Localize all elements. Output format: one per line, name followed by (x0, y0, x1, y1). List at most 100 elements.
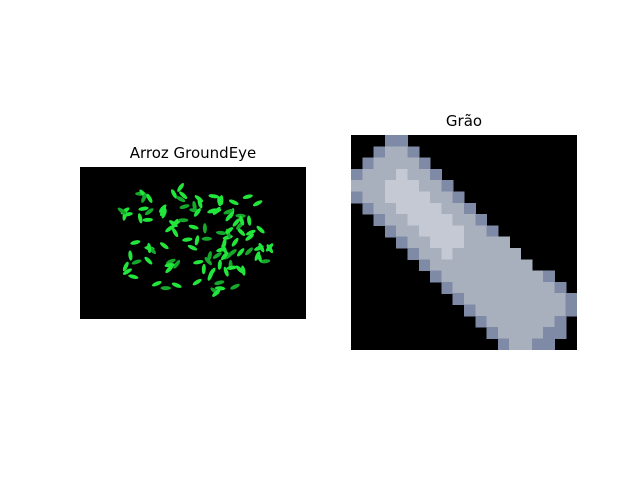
grain-pixel (407, 191, 420, 204)
rice-grain (159, 242, 169, 250)
grain-pixel (554, 304, 567, 317)
grain-pixel (543, 315, 555, 328)
rice-grain (179, 204, 190, 209)
grain-pixel (373, 214, 386, 226)
grain-pixel (351, 180, 363, 193)
grain-pixel (497, 236, 510, 249)
grain-pixel (509, 248, 522, 260)
grain-pixel (464, 248, 476, 260)
grain-pixel (396, 225, 409, 238)
rice-grain (122, 268, 132, 275)
rice-grain (147, 242, 152, 254)
grain-pixel (554, 327, 567, 339)
grain-pixel (452, 236, 465, 249)
grain-pixel (543, 281, 555, 294)
grain-pixel (543, 338, 555, 350)
grain-pixel (497, 293, 510, 306)
rice-grain (223, 209, 234, 215)
grain-pixel (486, 270, 499, 283)
grain-pixel (418, 191, 431, 204)
grain-pixel (351, 191, 363, 204)
grain-pixel (554, 315, 567, 328)
rice-grain (128, 274, 139, 280)
grain-pixel (430, 248, 442, 260)
grain-pixel (497, 304, 510, 317)
rice-grain (165, 225, 174, 233)
rice-grain (221, 244, 228, 254)
grain-pixel (441, 191, 454, 204)
grain-pixel (543, 270, 555, 283)
grain-pixel (373, 146, 386, 159)
rice-grain (187, 244, 198, 251)
grain-pixel (464, 304, 476, 317)
rice-grain (165, 258, 176, 265)
grain-pixel (475, 236, 488, 249)
grain-pixel (396, 146, 409, 159)
grain-pixel (418, 225, 431, 238)
grain-pixel (486, 304, 499, 317)
rice-grain (224, 227, 234, 235)
grain-pixel (543, 304, 555, 317)
single-grain-image (351, 135, 577, 350)
grain-pixel (396, 236, 409, 249)
grain-pixel (430, 236, 442, 249)
grain-pixel (396, 157, 409, 170)
grain-pixel (384, 180, 397, 193)
rice-grain (207, 271, 214, 281)
rice-grain (239, 215, 245, 226)
grain-pixel (418, 259, 431, 272)
grain-pixel (464, 270, 476, 283)
rice-grain (131, 259, 142, 265)
grain-pixel (418, 202, 431, 215)
grain-pixel (509, 259, 522, 272)
rice-grain (228, 249, 237, 257)
grain-pixel (509, 338, 522, 350)
right-panel-title: Grão (445, 112, 483, 130)
grain-pixel (418, 180, 431, 193)
grain-pixel (407, 168, 420, 181)
grain-pixel (464, 259, 476, 272)
rice-grain (122, 261, 129, 272)
grain-pixel (407, 214, 420, 226)
grain-pixel (373, 180, 386, 193)
rice-grain (171, 282, 182, 288)
grain-pixel (430, 270, 442, 283)
grain-pixel (509, 293, 522, 306)
grain-pixel (441, 214, 454, 226)
rice-grain (237, 248, 245, 257)
rice-grain (146, 193, 153, 203)
grain-pixel (441, 180, 454, 193)
grain-pixel (464, 293, 476, 306)
grain-pixel (452, 281, 465, 294)
grain-pixel (509, 315, 522, 328)
single-grain-svg (351, 135, 577, 350)
grain-pixel (452, 259, 465, 272)
rice-grain (128, 250, 133, 261)
grain-pixel (396, 180, 409, 193)
rice-grain (188, 224, 199, 230)
grain-pixel (509, 270, 522, 283)
grain-pixel (373, 168, 386, 181)
rice-grain (237, 228, 246, 236)
grain-pixel (531, 327, 544, 339)
rice-grain (252, 200, 263, 207)
grain-pixel (452, 202, 465, 215)
rice-grain (130, 240, 141, 245)
rice-grain (217, 259, 222, 270)
rice-grain (201, 236, 212, 241)
rice-grain (194, 195, 204, 203)
grain-pixel (362, 180, 375, 193)
grain-pixel (475, 270, 488, 283)
rice-grain (212, 206, 221, 215)
rice-grain (201, 263, 206, 275)
grain-pixel (430, 168, 442, 181)
grain-pixel (486, 248, 499, 260)
grain-pixel (373, 202, 386, 215)
rice-grain (256, 252, 262, 263)
grain-pixel (464, 225, 476, 238)
rice-grain (260, 259, 271, 264)
grain-pixel (418, 214, 431, 226)
grain-pixel (475, 293, 488, 306)
grain-pixel (464, 236, 476, 249)
rice-grain (245, 229, 256, 236)
